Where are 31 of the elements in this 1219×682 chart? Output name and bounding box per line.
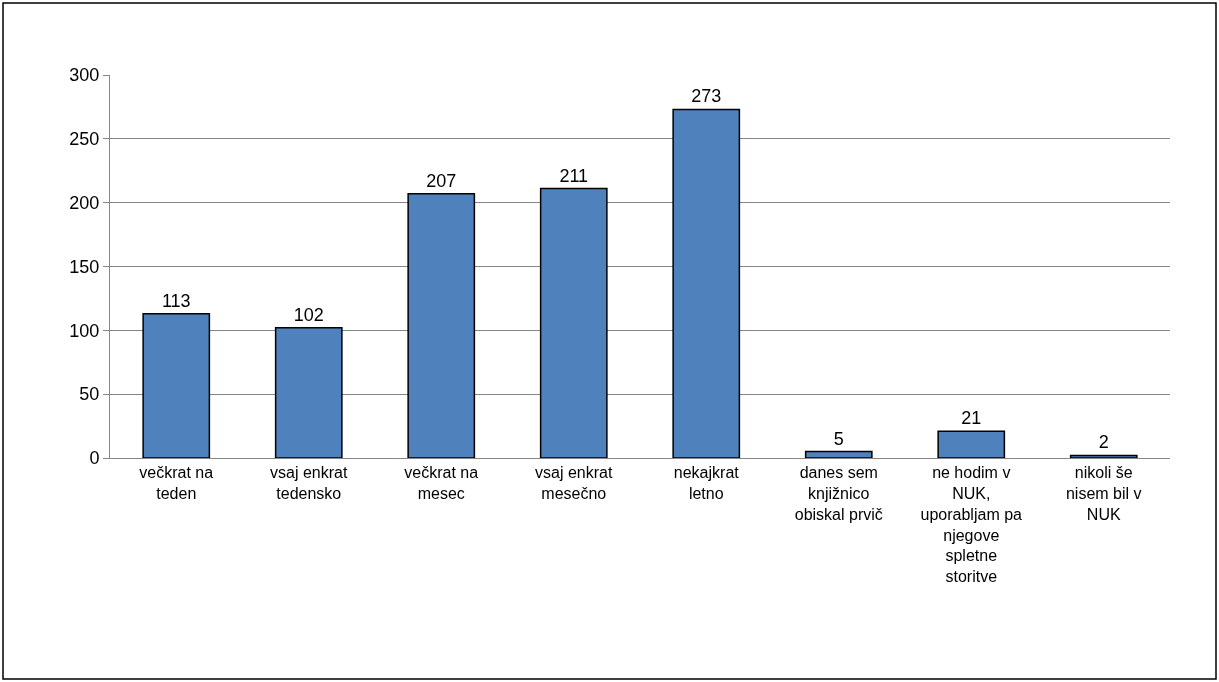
bar	[274, 327, 343, 458]
data-label: 211	[559, 165, 589, 186]
x-tick-label: danes sem knjižnico obiskal prvič	[794, 464, 883, 523]
data-label: 21	[961, 408, 982, 429]
y-tick-label: 300	[69, 65, 100, 86]
y-tick-label: 250	[69, 129, 100, 150]
x-tick-label: ne hodim v NUK, uporabljam pa njegove spletne storitve	[920, 464, 1023, 586]
bar	[672, 108, 741, 458]
x-tick-label: vsaj enkrat tedensko	[270, 464, 348, 502]
y-tick-label: 100	[69, 320, 100, 341]
y-tick-label: 50	[79, 384, 100, 405]
x-tick-label: nekajkrat letno	[673, 464, 740, 502]
data-label: 207	[426, 170, 457, 191]
y-tick-label: 150	[69, 256, 100, 277]
bar	[142, 312, 211, 458]
bar	[804, 450, 873, 458]
bar	[539, 187, 608, 458]
bar	[1069, 454, 1138, 458]
bar	[407, 192, 476, 458]
x-tick-label: nikoli še nisem bil v NUK	[1065, 464, 1142, 523]
data-label: 113	[161, 290, 191, 311]
data-label: 5	[833, 428, 844, 449]
data-label: 102	[293, 304, 324, 325]
y-tick-label: 200	[69, 192, 100, 213]
y-tick-label: 0	[89, 448, 100, 469]
bar	[937, 430, 1006, 458]
x-tick-label: večkrat na mesec	[404, 464, 479, 502]
x-tick-label: vsaj enkrat mesečno	[535, 464, 613, 502]
data-label: 273	[691, 86, 722, 107]
x-tick-label: večkrat na teden	[139, 464, 214, 502]
data-label: 2	[1098, 432, 1109, 453]
